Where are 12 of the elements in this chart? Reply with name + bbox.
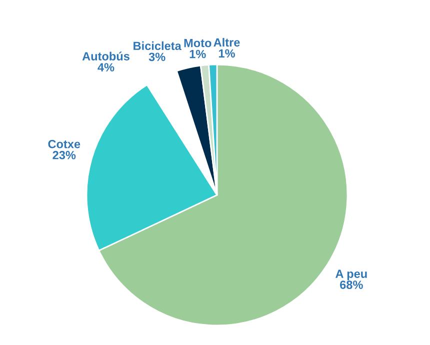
- data-label: 1%: [190, 50, 206, 58]
- data-label: 68%: [340, 280, 363, 289]
- slice-label: Moto: [184, 38, 212, 48]
- data-label: 4%: [98, 63, 114, 72]
- slice-label: Cotxe: [48, 140, 80, 148]
- data-label: 23%: [52, 150, 76, 160]
- data-label: 3%: [148, 52, 166, 62]
- slice-label: A peu: [336, 270, 367, 280]
- slice-label: Autobús: [82, 52, 130, 60]
- slice-label: Altre: [214, 38, 240, 47]
- data-label: 1%: [218, 49, 235, 58]
- slice-label: Bicicleta: [134, 41, 182, 50]
